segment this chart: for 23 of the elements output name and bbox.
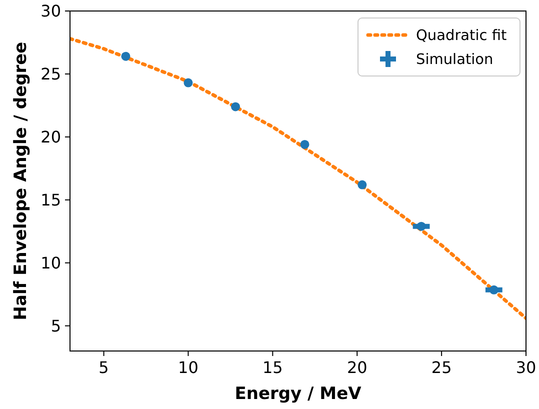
point	[358, 180, 367, 190]
y-tick-label: 5	[50, 316, 61, 336]
y-tick-label: 15	[40, 190, 61, 210]
point	[489, 285, 498, 294]
point	[121, 52, 130, 61]
x-axis-title: Energy / MeV	[234, 384, 362, 404]
y-tick-label: 25	[40, 64, 61, 84]
legend-label: Simulation	[416, 52, 494, 68]
x-tick-label: 30	[516, 358, 536, 377]
x-tick-label: 5	[98, 358, 109, 377]
x-tick-label: 25	[431, 358, 452, 377]
y-tick-label: 20	[40, 128, 61, 147]
point	[416, 222, 426, 231]
x-tick-label: 20	[346, 358, 368, 377]
point	[184, 78, 193, 88]
legend-label: Quadratic fit	[416, 28, 507, 44]
point	[300, 140, 310, 149]
point	[231, 102, 240, 112]
y-tick-label: 30	[40, 2, 61, 21]
y-axis-title: Half Envelope Angle / degree	[11, 42, 31, 320]
x-tick-label: 10	[178, 358, 198, 377]
y-tick-label: 10	[40, 253, 61, 272]
x-tick-label: 15	[262, 358, 283, 377]
